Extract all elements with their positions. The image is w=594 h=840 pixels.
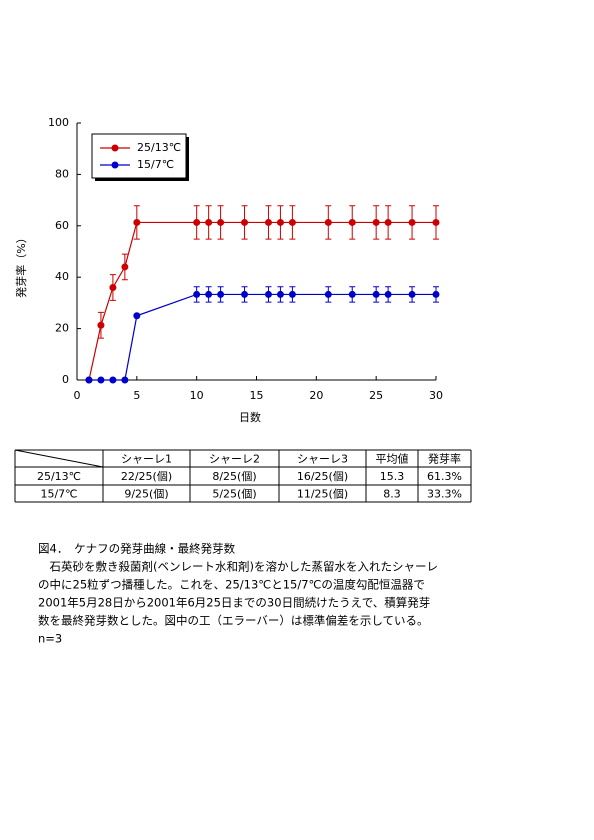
data-point: [432, 218, 440, 226]
data-point: [408, 290, 416, 298]
data-point: [276, 218, 284, 226]
table-header: シャーレ1: [121, 453, 172, 466]
data-point: [264, 290, 272, 298]
diagonal: [14, 449, 104, 468]
table-cell: 25/13℃: [37, 470, 81, 483]
table-cell: 5/25(個): [212, 488, 256, 501]
legend-marker: [111, 161, 119, 169]
legend-marker: [111, 144, 119, 152]
data-point: [384, 290, 392, 298]
data-point: [432, 290, 440, 298]
data-point: [205, 290, 213, 298]
x-tick-label: 20: [309, 389, 323, 402]
table-cell: 8/25(個): [212, 470, 256, 483]
x-tick-label: 0: [74, 389, 81, 402]
data-point: [264, 218, 272, 226]
x-tick-label: 25: [369, 389, 383, 402]
series-line: [88, 293, 436, 381]
legend-label: 15/7℃: [137, 158, 174, 171]
caption-line: 2001年5月28日から2001年6月25日までの30日間続けたうえで、積算発芽: [38, 596, 430, 610]
caption-line: の中に25粒ずつ播種した。これを、25/13℃と15/7℃の温度勾配恒温器で: [38, 578, 425, 592]
table-cell: 9/25(個): [124, 488, 168, 501]
x-tick-label: 30: [429, 389, 443, 402]
caption-title: 図4． ケナフの発芽曲線・最終発芽数: [38, 542, 236, 556]
legend-box: [91, 133, 187, 179]
data-point: [372, 218, 380, 226]
data-point: [408, 218, 416, 226]
table-header: 平均値: [376, 453, 409, 466]
data-point: [288, 290, 296, 298]
data-point: [85, 376, 93, 384]
x-tick-label: 15: [250, 389, 264, 402]
data-point: [97, 321, 105, 329]
data-point: [288, 218, 296, 226]
y-tick-label: 40: [55, 270, 69, 283]
data-point: [384, 218, 392, 226]
x-axis-label: 日数: [239, 411, 261, 424]
y-tick-label: 20: [55, 322, 69, 335]
data-point: [205, 218, 213, 226]
data-point: [193, 218, 201, 226]
table-cell: 8.3: [383, 488, 401, 501]
data-point: [217, 290, 225, 298]
table-cell: 11/25(個): [297, 488, 348, 501]
table-header: シャーレ3: [297, 453, 348, 466]
data-point: [109, 376, 117, 384]
table-cell: 16/25(個): [297, 470, 348, 483]
legend-label: 25/13℃: [137, 141, 181, 154]
table-header: 発芽率: [428, 452, 461, 466]
data-point: [193, 290, 201, 298]
table-header: シャーレ2: [209, 453, 260, 466]
x-tick-label: 10: [190, 389, 204, 402]
y-tick-label: 0: [62, 373, 69, 386]
table-cell: 15.3: [380, 470, 405, 483]
table-cell: 61.3%: [427, 470, 462, 483]
caption-line: 数を最終発芽数とした。図中の工（エラーバー）は標準偏差を示している。: [38, 614, 429, 628]
series-line: [88, 221, 436, 381]
data-point: [324, 218, 332, 226]
y-tick-label: 60: [55, 219, 69, 232]
data-point: [97, 376, 105, 384]
caption-line: 石英砂を敷き殺菌剤(ベンレート水和剤)を溶かした蒸留水を入れたシャーレ: [38, 560, 438, 574]
data-point: [133, 218, 141, 226]
data-point: [121, 263, 129, 271]
data-point: [121, 376, 129, 384]
data-point: [109, 283, 117, 291]
data-point: [133, 312, 141, 320]
table-cell: 15/7℃: [40, 488, 77, 501]
x-tick-label: 5: [133, 389, 140, 402]
y-tick-label: 100: [48, 116, 69, 129]
caption-line: n=3: [38, 632, 62, 646]
data-point: [348, 218, 356, 226]
data-point: [217, 218, 225, 226]
data-point: [348, 290, 356, 298]
data-point: [241, 290, 249, 298]
y-tick-label: 80: [55, 167, 69, 180]
data-point: [324, 290, 332, 298]
data-point: [372, 290, 380, 298]
y-axis-label: 発芽率（%）: [14, 232, 28, 297]
table-cell: 33.3%: [427, 488, 462, 501]
data-point: [276, 290, 284, 298]
data-point: [241, 218, 249, 226]
table-cell: 22/25(個): [121, 470, 172, 483]
